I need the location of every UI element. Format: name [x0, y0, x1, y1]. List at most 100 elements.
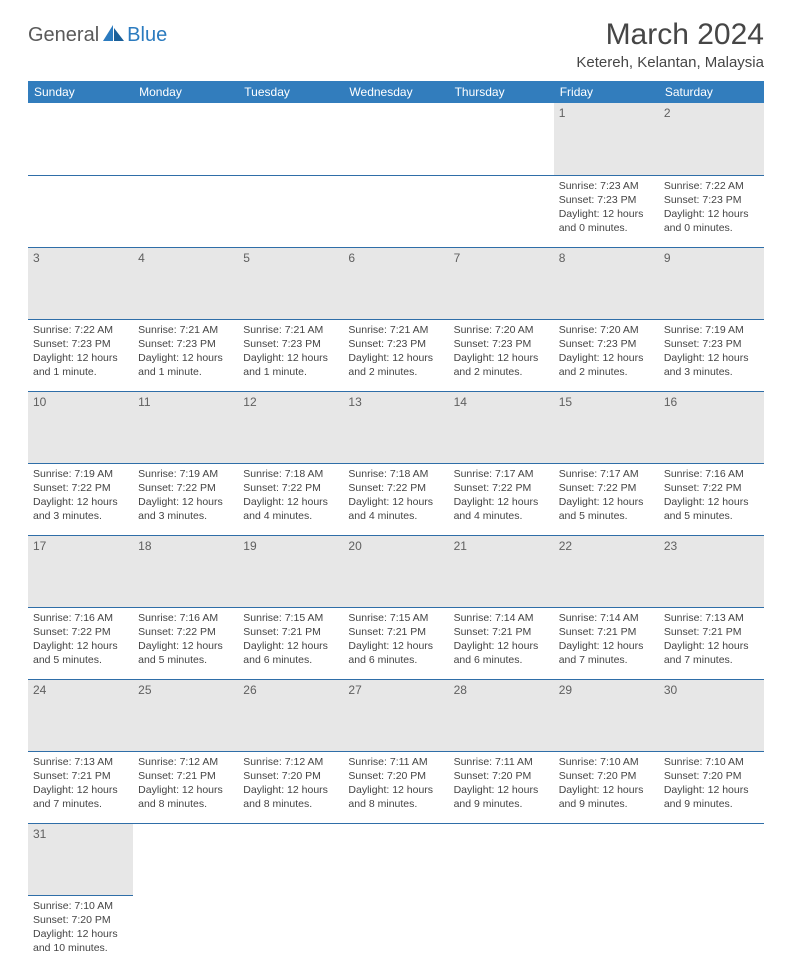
day-number-cell: 25 — [133, 679, 238, 751]
day-content-row: Sunrise: 7:22 AMSunset: 7:23 PMDaylight:… — [28, 319, 764, 391]
month-title: March 2024 — [576, 18, 764, 52]
logo-text-blue: Blue — [127, 24, 167, 47]
day-content-cell: Sunrise: 7:10 AMSunset: 7:20 PMDaylight:… — [659, 751, 764, 823]
day-content-cell: Sunrise: 7:17 AMSunset: 7:22 PMDaylight:… — [554, 463, 659, 535]
day-content-row: Sunrise: 7:13 AMSunset: 7:21 PMDaylight:… — [28, 751, 764, 823]
day-number-cell: 3 — [28, 247, 133, 319]
day-number-cell: 30 — [659, 679, 764, 751]
day-number-cell — [238, 103, 343, 175]
day-content-cell — [133, 895, 238, 967]
day-content-cell: Sunrise: 7:16 AMSunset: 7:22 PMDaylight:… — [28, 607, 133, 679]
day-content-cell: Sunrise: 7:21 AMSunset: 7:23 PMDaylight:… — [343, 319, 448, 391]
day-number-cell: 7 — [449, 247, 554, 319]
day-content-cell — [449, 175, 554, 247]
day-number-cell: 4 — [133, 247, 238, 319]
day-number-cell: 21 — [449, 535, 554, 607]
day-number-cell: 11 — [133, 391, 238, 463]
day-number-cell: 27 — [343, 679, 448, 751]
day-content-cell: Sunrise: 7:16 AMSunset: 7:22 PMDaylight:… — [133, 607, 238, 679]
day-content-cell: Sunrise: 7:23 AMSunset: 7:23 PMDaylight:… — [554, 175, 659, 247]
day-content-cell — [343, 175, 448, 247]
day-number-cell — [133, 823, 238, 895]
day-number-row: 12 — [28, 103, 764, 175]
day-number-cell — [449, 823, 554, 895]
weekday-header: Saturday — [659, 81, 764, 103]
day-content-cell: Sunrise: 7:22 AMSunset: 7:23 PMDaylight:… — [28, 319, 133, 391]
day-content-cell: Sunrise: 7:18 AMSunset: 7:22 PMDaylight:… — [238, 463, 343, 535]
day-number-cell — [28, 103, 133, 175]
day-number-cell: 24 — [28, 679, 133, 751]
day-content-cell — [238, 895, 343, 967]
day-content-cell: Sunrise: 7:21 AMSunset: 7:23 PMDaylight:… — [238, 319, 343, 391]
logo: General Blue — [28, 18, 167, 47]
day-number-cell — [133, 103, 238, 175]
location-subtitle: Ketereh, Kelantan, Malaysia — [576, 54, 764, 71]
weekday-header: Friday — [554, 81, 659, 103]
day-number-cell — [343, 103, 448, 175]
day-number-cell — [449, 103, 554, 175]
day-content-cell: Sunrise: 7:14 AMSunset: 7:21 PMDaylight:… — [554, 607, 659, 679]
day-content-cell: Sunrise: 7:17 AMSunset: 7:22 PMDaylight:… — [449, 463, 554, 535]
day-content-cell: Sunrise: 7:22 AMSunset: 7:23 PMDaylight:… — [659, 175, 764, 247]
day-number-cell: 9 — [659, 247, 764, 319]
day-number-cell: 19 — [238, 535, 343, 607]
day-content-cell — [659, 895, 764, 967]
weekday-header: Sunday — [28, 81, 133, 103]
day-number-cell — [659, 823, 764, 895]
day-number-cell: 31 — [28, 823, 133, 895]
day-content-cell: Sunrise: 7:14 AMSunset: 7:21 PMDaylight:… — [449, 607, 554, 679]
day-number-cell: 13 — [343, 391, 448, 463]
day-number-cell: 14 — [449, 391, 554, 463]
day-number-cell: 17 — [28, 535, 133, 607]
sail-icon — [103, 25, 125, 46]
day-number-cell — [238, 823, 343, 895]
day-content-cell: Sunrise: 7:15 AMSunset: 7:21 PMDaylight:… — [343, 607, 448, 679]
day-content-cell: Sunrise: 7:12 AMSunset: 7:20 PMDaylight:… — [238, 751, 343, 823]
day-content-cell — [238, 175, 343, 247]
header: General Blue March 2024 Ketereh, Kelanta… — [28, 18, 764, 71]
day-content-cell: Sunrise: 7:19 AMSunset: 7:22 PMDaylight:… — [28, 463, 133, 535]
day-number-cell — [343, 823, 448, 895]
day-content-cell: Sunrise: 7:11 AMSunset: 7:20 PMDaylight:… — [449, 751, 554, 823]
day-number-row: 3456789 — [28, 247, 764, 319]
day-content-cell: Sunrise: 7:15 AMSunset: 7:21 PMDaylight:… — [238, 607, 343, 679]
day-number-cell: 1 — [554, 103, 659, 175]
day-content-cell — [449, 895, 554, 967]
day-number-cell: 26 — [238, 679, 343, 751]
day-content-cell: Sunrise: 7:16 AMSunset: 7:22 PMDaylight:… — [659, 463, 764, 535]
logo-text-general: General — [28, 24, 99, 47]
day-number-cell: 8 — [554, 247, 659, 319]
day-number-cell: 12 — [238, 391, 343, 463]
day-content-cell: Sunrise: 7:12 AMSunset: 7:21 PMDaylight:… — [133, 751, 238, 823]
weekday-header: Thursday — [449, 81, 554, 103]
day-content-cell: Sunrise: 7:21 AMSunset: 7:23 PMDaylight:… — [133, 319, 238, 391]
day-content-cell: Sunrise: 7:10 AMSunset: 7:20 PMDaylight:… — [28, 895, 133, 967]
day-content-row: Sunrise: 7:10 AMSunset: 7:20 PMDaylight:… — [28, 895, 764, 967]
day-number-cell — [554, 823, 659, 895]
day-content-cell: Sunrise: 7:19 AMSunset: 7:23 PMDaylight:… — [659, 319, 764, 391]
day-content-cell: Sunrise: 7:20 AMSunset: 7:23 PMDaylight:… — [554, 319, 659, 391]
day-number-cell: 18 — [133, 535, 238, 607]
day-content-cell — [28, 175, 133, 247]
day-number-cell: 10 — [28, 391, 133, 463]
day-number-cell: 22 — [554, 535, 659, 607]
day-number-row: 10111213141516 — [28, 391, 764, 463]
day-number-cell: 20 — [343, 535, 448, 607]
day-number-cell: 2 — [659, 103, 764, 175]
weekday-header: Wednesday — [343, 81, 448, 103]
day-content-cell: Sunrise: 7:11 AMSunset: 7:20 PMDaylight:… — [343, 751, 448, 823]
day-content-cell: Sunrise: 7:13 AMSunset: 7:21 PMDaylight:… — [659, 607, 764, 679]
day-content-cell: Sunrise: 7:20 AMSunset: 7:23 PMDaylight:… — [449, 319, 554, 391]
day-content-cell — [554, 895, 659, 967]
day-content-cell: Sunrise: 7:10 AMSunset: 7:20 PMDaylight:… — [554, 751, 659, 823]
day-number-cell: 5 — [238, 247, 343, 319]
day-content-row: Sunrise: 7:16 AMSunset: 7:22 PMDaylight:… — [28, 607, 764, 679]
weekday-header: Monday — [133, 81, 238, 103]
day-content-row: Sunrise: 7:19 AMSunset: 7:22 PMDaylight:… — [28, 463, 764, 535]
day-number-cell: 15 — [554, 391, 659, 463]
day-number-cell: 23 — [659, 535, 764, 607]
day-content-cell: Sunrise: 7:18 AMSunset: 7:22 PMDaylight:… — [343, 463, 448, 535]
day-content-cell: Sunrise: 7:19 AMSunset: 7:22 PMDaylight:… — [133, 463, 238, 535]
day-number-cell: 29 — [554, 679, 659, 751]
day-content-cell: Sunrise: 7:13 AMSunset: 7:21 PMDaylight:… — [28, 751, 133, 823]
